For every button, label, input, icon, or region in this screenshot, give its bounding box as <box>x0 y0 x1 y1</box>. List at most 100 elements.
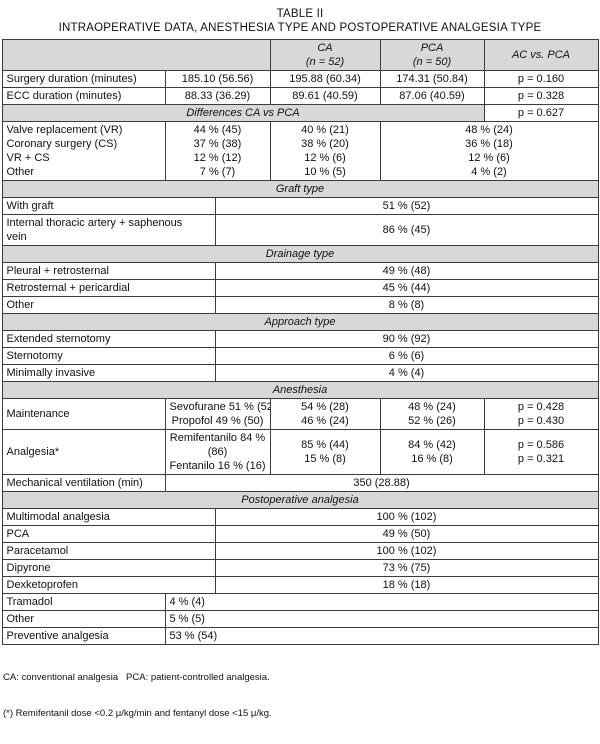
table-row: Pleural + retrosternal 49 % (48) <box>1 262 599 280</box>
table-row: Graft type <box>1 180 599 198</box>
data-cell: Paracetamol <box>1 542 216 560</box>
table-row: Multimodal analgesia 100 % (102) <box>1 508 599 526</box>
table-body: CA (n = 52) PCA (n = 50) AC vs. PCA Surgery d… <box>1 39 599 645</box>
data-cell: PCA <box>1 525 216 543</box>
data-cell: With graft <box>1 197 216 215</box>
cell-line: (n = 50) <box>412 56 452 68</box>
cell-line: Pleural + retrosternal <box>6 265 109 277</box>
table-row: Valve replacement (VR) Coronary surgery (… <box>1 121 599 181</box>
data-cell: 45 % (44) <box>214 279 599 297</box>
cell-line: 8 % (8) <box>388 299 425 311</box>
data-cell: 185.10 (56.56) <box>164 70 271 88</box>
table-row: ECC duration (minutes) 88.33 (36.29) 89.61… <box>1 87 599 105</box>
table-row: Preventive analgesia 53 % (54) <box>1 627 599 645</box>
data-cell: 51 % (52) <box>214 197 599 215</box>
cell-line: 90 % (92) <box>382 333 431 345</box>
data-cell: 54 % (28) 46 % (24) <box>269 398 381 430</box>
cell-line: p = 0.586 <box>517 439 565 451</box>
data-cell: 49 % (50) <box>214 525 599 543</box>
data-cell: 86 % (45) <box>214 214 599 246</box>
cell-line: 100 % (102) <box>376 545 437 557</box>
section-header-cell <box>1 39 271 71</box>
cell-line: Other <box>6 613 35 625</box>
table-title-block: TABLE II INTRAOPERATIVE DATA, ANESTHESIA… <box>0 0 600 39</box>
cell-line: 18 % (18) <box>382 579 431 591</box>
cell-line: Postoperative analgesia <box>241 494 359 506</box>
cell-line: Tramadol <box>6 596 53 608</box>
cell-line: Differences CA vs PCA <box>186 107 300 119</box>
cell-line: Paracetamol <box>6 545 69 557</box>
cell-line: Dexketoprofen <box>6 579 79 591</box>
cell-line: 45 % (44) <box>382 282 431 294</box>
data-cell: 90 % (92) <box>214 330 599 348</box>
table-row: With graft 51 % (52) <box>1 197 599 215</box>
cell-line: 15 % (8) <box>304 453 346 465</box>
data-cell: 350 (28.88) <box>164 474 599 492</box>
cell-line: 46 % (24) <box>301 415 349 427</box>
data-cell: p = 0.586 p = 0.321 <box>483 429 599 475</box>
cell-line: 195.88 (60.34) <box>289 73 361 85</box>
data-cell: p = 0.328 <box>483 87 599 105</box>
data-cell: 49 % (48) <box>214 262 599 280</box>
cell-line: Other <box>6 166 35 178</box>
data-cell: 4 % (4) <box>164 593 599 611</box>
cell-line: Dipyrone <box>6 562 51 574</box>
cell-line: Mechanical ventilation (min) <box>6 477 143 489</box>
section-header-cell: Postoperative analgesia <box>1 491 599 509</box>
cell-line: CA <box>317 42 333 54</box>
table-row: Retrosternal + pericardial 45 % (44) <box>1 279 599 297</box>
cell-line: Surgery duration (minutes) <box>6 73 137 85</box>
data-cell: Surgery duration (minutes) <box>1 70 166 88</box>
cell-line: 5 % (5) <box>169 613 205 625</box>
data-cell: 174.31 (50.84) <box>379 70 485 88</box>
data-cell: Mechanical ventilation (min) <box>1 474 166 492</box>
cell-line: vein <box>6 231 27 243</box>
data-cell: 88.33 (36.29) <box>164 87 271 105</box>
data-cell: Dipyrone <box>1 559 216 577</box>
cell-line: ECC duration (minutes) <box>6 90 122 102</box>
cell-line: p = 0.321 <box>517 453 565 465</box>
data-cell: Retrosternal + pericardial <box>1 279 216 297</box>
table-row: Surgery duration (minutes) 185.10 (56.56)… <box>1 70 599 88</box>
cell-line: 88.33 (36.29) <box>184 90 251 102</box>
cell-line: 53 % (54) <box>169 630 218 642</box>
data-cell: p = 0.428 p = 0.430 <box>483 398 599 430</box>
data-cell: 44 % (45) 37 % (38) 12 % (12) 7 % (7) <box>164 121 271 181</box>
cell-line: 85 % (44) <box>301 439 349 451</box>
cell-line: 73 % (75) <box>382 562 431 574</box>
section-header-cell: PCA (n = 50) <box>379 39 485 71</box>
table-row: Other 8 % (8) <box>1 296 599 314</box>
cell-line: Propofol 49 % (50) <box>171 415 264 427</box>
cell-line: 87.06 (40.59) <box>399 90 465 102</box>
data-cell: Valve replacement (VR) Coronary surgery (… <box>1 121 166 181</box>
cell-line: Sevofurane 51 % (52) <box>169 401 270 413</box>
cell-line: Minimally invasive <box>6 367 96 379</box>
data-cell: 73 % (75) <box>214 559 599 577</box>
footnote-abbreviations: CA: conventional analgesia PCA: patient-… <box>3 672 270 683</box>
table-row: Sternotomy 6 % (6) <box>1 347 599 365</box>
data-cell: Preventive analgesia <box>1 627 166 645</box>
cell-line: 86 % (45) <box>382 224 431 236</box>
section-header-cell: Graft type <box>1 180 599 198</box>
cell-line: PCA <box>420 42 444 54</box>
cell-line: Other <box>6 299 35 311</box>
data-cell: p = 0.627 <box>483 104 599 122</box>
table-row: Other 5 % (5) <box>1 610 599 628</box>
data-cell: 4 % (4) <box>214 364 599 382</box>
cell-line: p = 0.160 <box>517 73 565 85</box>
table-row: Analgesia* Remifentanilo 84 % (86) Fentanil… <box>1 429 599 475</box>
table-number: TABLE II <box>276 8 324 20</box>
cell-line: 44 % (45) <box>193 124 242 136</box>
cell-line: Preventive analgesia <box>6 630 109 642</box>
cell-line: 4 % (2) <box>471 166 507 178</box>
table-row: Tramadol 4 % (4) <box>1 593 599 611</box>
cell-line: Analgesia* <box>6 446 60 458</box>
table-row: Differences CA vs PCA p = 0.627 <box>1 104 599 122</box>
cell-line: 48 % (24) <box>408 401 456 413</box>
cell-line: 38 % (20) <box>301 138 349 150</box>
cell-line: 10 % (5) <box>304 166 346 178</box>
cell-line: 16 % (8) <box>411 453 453 465</box>
cell-line: Internal thoracic artery + saphenous <box>6 217 183 229</box>
cell-line: Valve replacement (VR) <box>6 124 123 136</box>
data-cell: 53 % (54) <box>164 627 599 645</box>
